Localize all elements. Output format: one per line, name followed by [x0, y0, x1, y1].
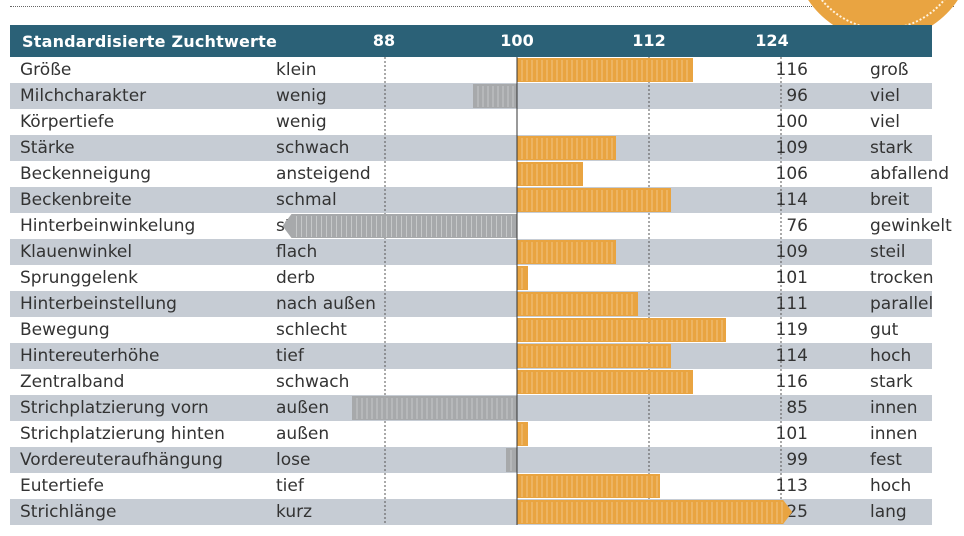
trait-label: Hinterbeinwinkelung [20, 216, 196, 236]
low-pole-label: tief [276, 476, 304, 496]
low-pole-label: schwach [276, 138, 350, 158]
low-pole-label: außen [276, 424, 330, 444]
high-pole-label: gut [870, 320, 899, 340]
trait-label: Hintereuterhöhe [20, 346, 160, 366]
value-label: 114 [775, 346, 808, 366]
high-pole-label: viel [870, 86, 900, 106]
high-pole-label: fest [870, 450, 902, 470]
low-pole-label: schmal [276, 190, 337, 210]
table-row: Größe klein 116 groß [10, 57, 932, 83]
value-label: 114 [775, 190, 808, 210]
trait-label: Strichlänge [20, 502, 117, 522]
table-row: Klauenwinkel flach 109 steil [10, 239, 932, 265]
trait-label: Beckenneigung [20, 164, 152, 184]
trait-label: Milchcharakter [20, 86, 147, 106]
low-pole-label: flach [276, 242, 318, 262]
low-pole-label: schlecht [276, 320, 347, 340]
value-label: 109 [775, 242, 808, 262]
trait-label: Körpertiefe [20, 112, 115, 132]
high-pole-label: abfallend [870, 164, 950, 184]
table-row: Bewegung schlecht 119 gut [10, 317, 932, 343]
high-pole-label: breit [870, 190, 910, 210]
trait-label: Klauenwinkel [20, 242, 133, 262]
table-row: Hintereuterhöhe tief 114 hoch [10, 343, 932, 369]
table-row: Hinterbeinwinkelung steil 76 gewinkelt [10, 213, 952, 239]
table-row: Hinterbeinstellung nach außen 111 parallel [10, 291, 934, 317]
tick-label-112: 112 [632, 31, 666, 50]
low-pole-label: wenig [276, 112, 327, 132]
value-label: 113 [775, 476, 808, 496]
trait-label: Eutertiefe [20, 476, 104, 496]
chart-header: Standardisierte Zuchtwerte 88 100 112 12… [10, 25, 932, 57]
high-pole-label: trocken [870, 268, 934, 288]
low-pole-label: derb [276, 268, 316, 288]
trait-label: Vordereuteraufhängung [20, 450, 223, 470]
trait-label: Sprunggelenk [20, 268, 138, 288]
value-label: 99 [786, 450, 808, 470]
value-label: 76 [786, 216, 808, 236]
tick-label-100: 100 [500, 31, 534, 50]
value-label: 96 [786, 86, 808, 106]
header-title: Standardisierte Zuchtwerte [22, 32, 277, 51]
table-row: Milchcharakter wenig 96 viel [10, 83, 932, 109]
low-pole-label: lose [276, 450, 311, 470]
low-pole-label: nach außen [276, 294, 376, 314]
table-row: Strichlänge kurz 125 lang [10, 499, 932, 525]
value-label: 116 [775, 372, 808, 392]
trait-label: Beckenbreite [20, 190, 132, 210]
value-label: 106 [775, 164, 808, 184]
table-row: Körpertiefe wenig 100 viel [10, 109, 932, 135]
high-pole-label: parallel [870, 294, 934, 314]
high-pole-label: viel [870, 112, 900, 132]
trait-label: Bewegung [20, 320, 110, 340]
table-row: Vordereuteraufhängung lose 99 fest [10, 447, 932, 473]
low-pole-label: tief [276, 346, 304, 366]
low-pole-label: schwach [276, 372, 350, 392]
top-dotted-rule [10, 6, 954, 7]
value-label: 116 [775, 60, 808, 80]
table-row: Beckenneigung ansteigend 106 abfallend [10, 161, 949, 187]
table-row: Stärke schwach 109 stark [10, 135, 932, 161]
low-pole-label: kurz [276, 502, 313, 522]
value-label: 119 [775, 320, 808, 340]
value-label: 125 [775, 502, 808, 522]
low-pole-label: steil [276, 216, 312, 236]
trait-label: Hinterbeinstellung [20, 294, 177, 314]
high-pole-label: hoch [870, 346, 912, 366]
table-row: Eutertiefe tief 113 hoch [10, 473, 932, 499]
high-pole-label: stark [870, 138, 913, 158]
value-label: 101 [775, 268, 808, 288]
table-row: Strichplatzierung vorn außen 85 innen [10, 395, 932, 421]
value-label: 85 [786, 398, 808, 418]
high-pole-label: groß [870, 60, 909, 80]
high-pole-label: steil [870, 242, 906, 262]
tick-label-124: 124 [755, 31, 789, 50]
trait-label: Strichplatzierung hinten [20, 424, 225, 444]
low-pole-label: wenig [276, 86, 327, 106]
trait-label: Größe [20, 60, 72, 80]
value-label: 111 [775, 294, 808, 314]
high-pole-label: innen [870, 424, 918, 444]
low-pole-label: außen [276, 398, 330, 418]
trait-table: Größe klein 116 groß Milchcharakter wenig 96 vi… [10, 57, 952, 525]
value-label: 109 [775, 138, 808, 158]
trait-label: Strichplatzierung vorn [20, 398, 209, 418]
table-row: Beckenbreite schmal 114 breit [10, 187, 932, 213]
table-row: Strichplatzierung hinten außen 101 innen [10, 421, 932, 447]
high-pole-label: lang [870, 502, 907, 522]
high-pole-label: gewinkelt [870, 216, 952, 236]
table-row: Sprunggelenk derb 101 trocken [10, 265, 934, 291]
low-pole-label: ansteigend [276, 164, 371, 184]
high-pole-label: innen [870, 398, 918, 418]
trait-label: Zentralband [20, 372, 125, 392]
tick-label-88: 88 [372, 31, 396, 50]
high-pole-label: stark [870, 372, 913, 392]
high-pole-label: hoch [870, 476, 912, 496]
value-label: 100 [775, 112, 808, 132]
table-row: Zentralband schwach 116 stark [10, 369, 932, 395]
low-pole-label: klein [276, 60, 317, 80]
value-label: 101 [775, 424, 808, 444]
trait-label: Stärke [20, 138, 75, 158]
